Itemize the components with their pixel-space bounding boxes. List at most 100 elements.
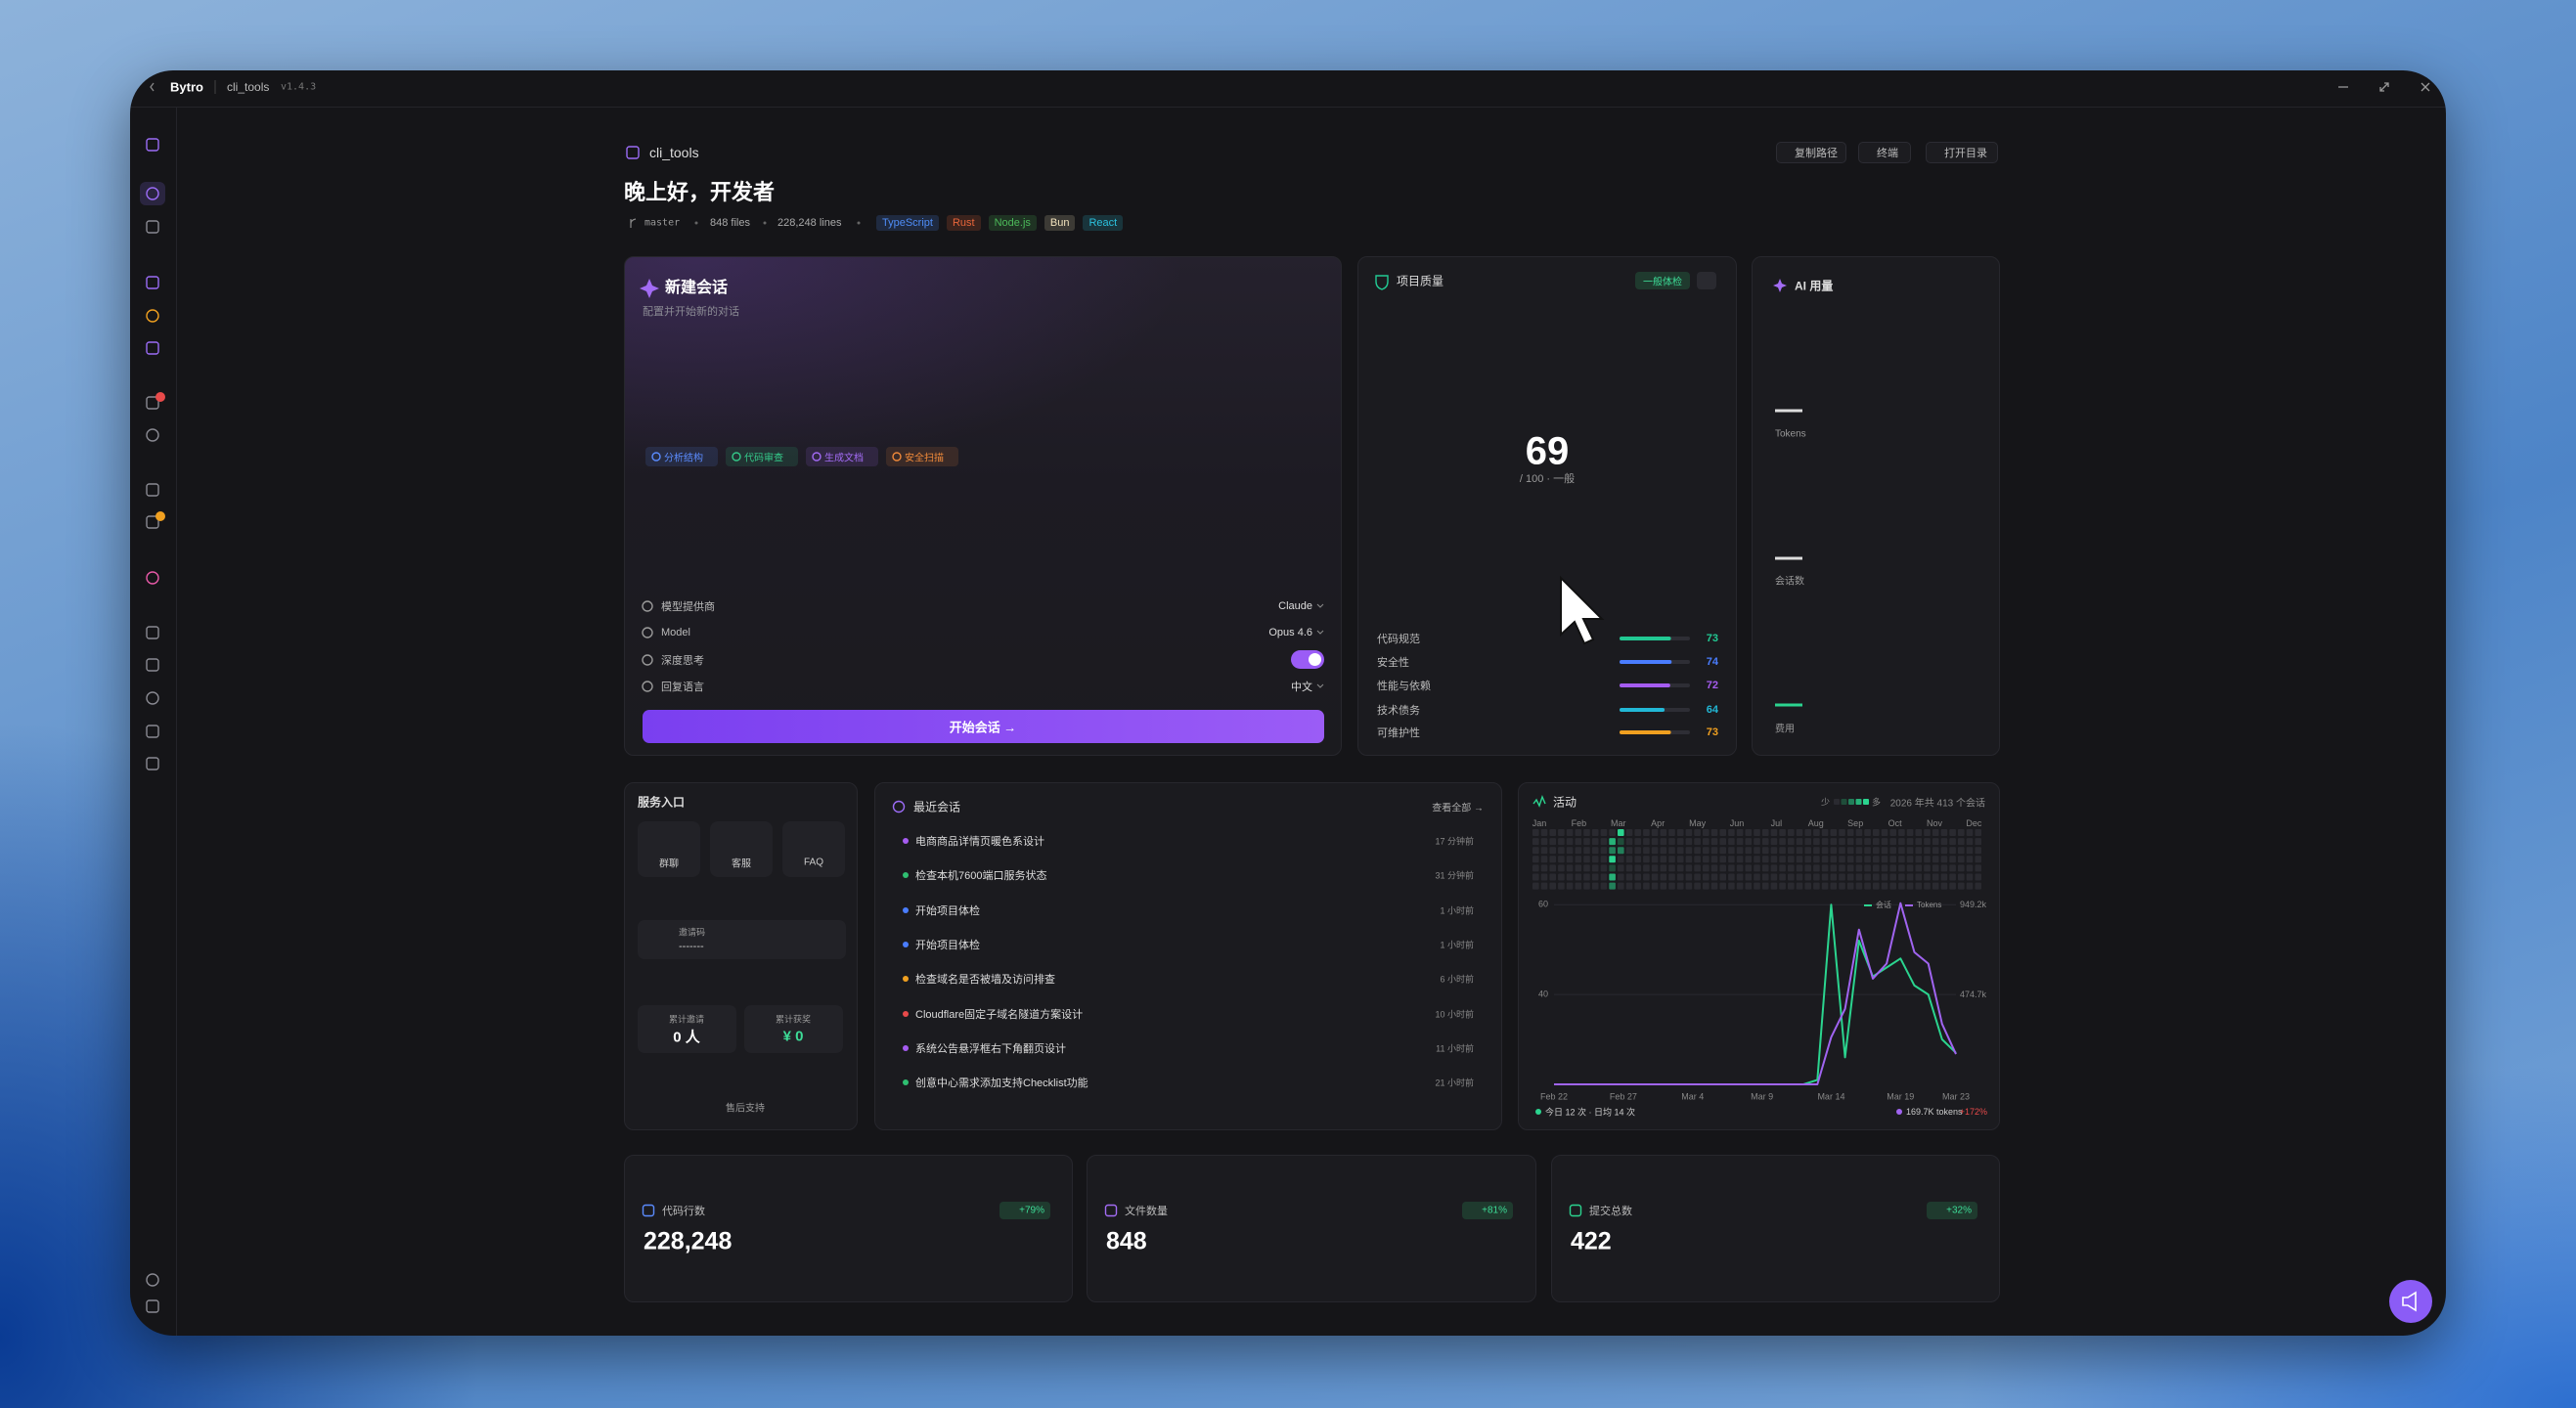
session-title[interactable]: 检查本机7600端口服务状态 [915, 870, 1047, 882]
session-title[interactable]: 电商商品详情页暖色系设计 [915, 836, 1044, 848]
session-title[interactable]: 系统公告悬浮框右下角翻页设计 [915, 1043, 1066, 1055]
session-time: 6 小时前 [1440, 974, 1474, 985]
session-title[interactable]: 创意中心需求添加支持Checklist功能 [915, 1078, 1088, 1089]
setting-label: Model [661, 627, 690, 638]
session-title[interactable]: Cloudflare固定子域名隧道方案设计 [915, 1009, 1084, 1021]
metric-label: 可维护性 [1377, 727, 1420, 739]
usage-label: 费用 [1775, 724, 1795, 735]
stat-box-value: ¥ 0 [782, 1028, 804, 1045]
session-title[interactable]: 检查域名是否被墙及访问排查 [915, 974, 1055, 986]
app-version: v1.4.3 [281, 81, 317, 93]
stat-box-label: 累计邀请 [668, 1014, 705, 1025]
start-button[interactable] [643, 710, 1324, 743]
tech-tag: Rust [946, 215, 981, 231]
stat-box-value: 0 人 [673, 1029, 700, 1046]
month-label: May [1689, 818, 1707, 828]
setting-value[interactable]: Opus 4.6 [1268, 627, 1312, 638]
activity-card [1518, 782, 2000, 1130]
header-button-label: 打开目录 [1944, 148, 1987, 159]
month-label: Jun [1729, 818, 1745, 828]
header-button[interactable] [1926, 142, 1998, 163]
month-label: Sep [1847, 818, 1864, 828]
stat-change-badge [999, 1202, 1050, 1219]
header-button[interactable] [1776, 142, 1846, 163]
card-title: 新建会话 [665, 280, 729, 296]
stat-card [1551, 1155, 2000, 1302]
service-label[interactable]: 群聊 [659, 858, 679, 870]
quality-badge-label: 一般体检 [1643, 277, 1682, 288]
line-count: 228,248 lines [777, 217, 842, 229]
card-title: 项目质量 [1397, 274, 1444, 288]
quality-card [1357, 256, 1737, 756]
session-time: 21 小时前 [1435, 1078, 1474, 1088]
metric-label: 性能与依赖 [1377, 681, 1431, 692]
quick-action[interactable] [726, 447, 798, 466]
tokens-summary: 169.7K tokens [1906, 1107, 1963, 1117]
service-tile[interactable] [638, 821, 700, 877]
session-time: 11 小时前 [1436, 1043, 1474, 1054]
service-tile[interactable] [782, 821, 845, 877]
card-title: 服务入口 [638, 795, 686, 810]
stat-label: 代码行数 [662, 1206, 705, 1217]
ai-usage-card [1752, 256, 2000, 756]
stat-box [638, 1005, 736, 1053]
support-link[interactable]: 售后支持 [726, 1103, 765, 1115]
usage-label: Tokens [1775, 428, 1806, 440]
stat-box-label: 累计获奖 [775, 1014, 812, 1025]
stat-value: 848 [1106, 1227, 1147, 1255]
project-title: cli_tools [649, 145, 699, 160]
header-button-label: 复制路径 [1795, 148, 1838, 159]
session-title[interactable]: 开始项目体检 [915, 940, 980, 951]
quick-action[interactable] [645, 447, 718, 466]
quick-action[interactable] [806, 447, 878, 466]
usage-label: 会话数 [1775, 576, 1804, 588]
service-label[interactable]: FAQ [803, 857, 824, 868]
session-time: 1 小时前 [1440, 905, 1474, 916]
quality-note: / 100 · 一般 [1519, 473, 1576, 485]
file-count: 848 files [710, 217, 750, 229]
refresh-button[interactable] [1697, 272, 1716, 289]
app-name: Bytro [170, 79, 203, 95]
stat-box [744, 1005, 843, 1053]
month-label: Dec [1966, 818, 1982, 828]
setting-value[interactable]: Claude [1278, 600, 1312, 612]
project-name: cli_tools [227, 80, 270, 94]
view-all[interactable]: 查看全部 → [1432, 803, 1484, 814]
card-title: 最近会话 [913, 800, 961, 814]
setting-value[interactable]: 中文 [1291, 682, 1312, 693]
session-time: 31 分钟前 [1435, 870, 1474, 881]
header-button[interactable] [1858, 142, 1911, 163]
service-tile[interactable] [710, 821, 773, 877]
metric-value: 64 [1706, 704, 1718, 716]
stat-card [1087, 1155, 1536, 1302]
quick-action-label[interactable]: 生成文档 [824, 453, 864, 464]
stat-change: +81% [1482, 1205, 1507, 1216]
quick-action-label[interactable]: 分析结构 [664, 453, 703, 464]
recent-card [874, 782, 1502, 1130]
card-subtitle: 配置并开始新的对话 [643, 306, 739, 318]
sidebar [130, 107, 177, 1336]
metric-value: 73 [1706, 726, 1718, 738]
quick-action-label[interactable]: 代码审查 [744, 453, 783, 464]
start-button-label[interactable]: 开始会话 → [949, 720, 1017, 735]
stat-change: +79% [1019, 1205, 1044, 1216]
stat-label: 提交总数 [1589, 1206, 1632, 1217]
session-title[interactable]: 开始项目体检 [915, 905, 980, 917]
metric-value: 74 [1706, 656, 1718, 668]
card-title: AI 用量 [1795, 279, 1834, 293]
quick-action-label[interactable]: 安全扫描 [905, 453, 944, 464]
stat-value: 228,248 [644, 1227, 733, 1255]
title-bar [130, 70, 2446, 108]
quality-score: 69 [1525, 429, 1570, 473]
tech-tag: React [1083, 215, 1124, 231]
month-label: Apr [1651, 818, 1666, 828]
quality-badge [1635, 272, 1690, 289]
stat-card [624, 1155, 1073, 1302]
stat-change-badge [1927, 1202, 1977, 1219]
deep-think-toggle[interactable] [1291, 650, 1324, 669]
service-label[interactable]: 客服 [732, 858, 751, 870]
setting-label: 深度思考 [661, 655, 704, 667]
metric-label: 技术债务 [1377, 705, 1420, 717]
quick-action[interactable] [886, 447, 958, 466]
